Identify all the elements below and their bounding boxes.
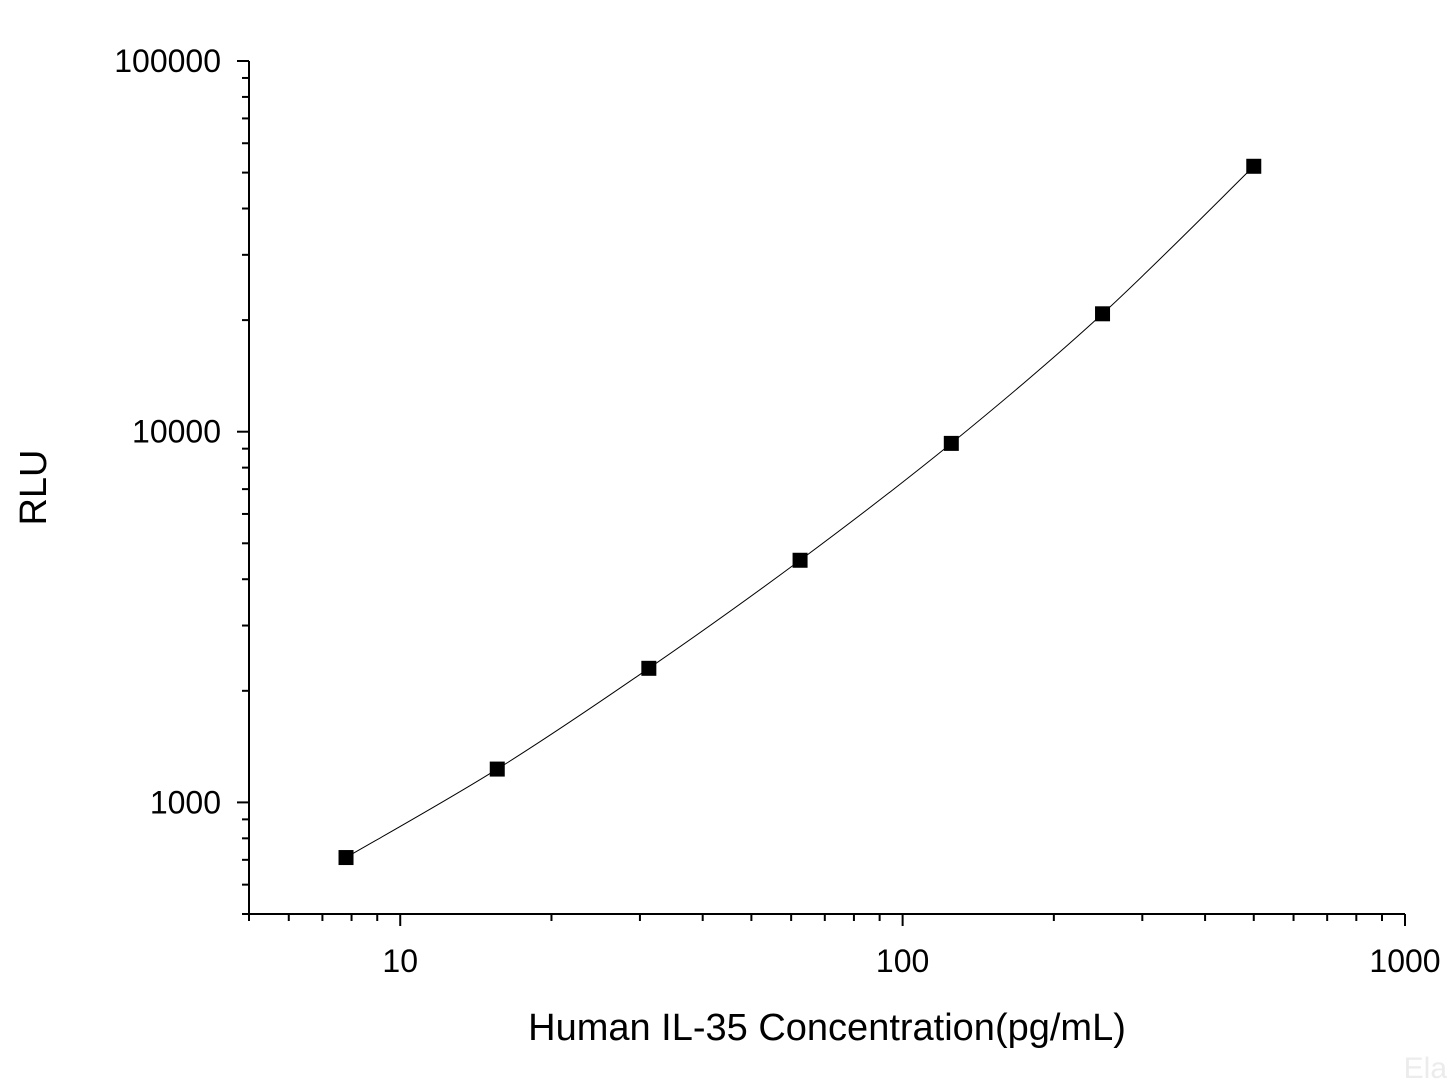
fit-curve <box>345 165 1255 858</box>
data-point <box>943 435 959 451</box>
axes: 10 100 1000 1000 10000 100000 <box>114 43 1440 979</box>
x-tick-label: 100 <box>876 943 929 979</box>
curve-layer <box>345 165 1255 858</box>
x-tick-label: 10 <box>382 943 418 979</box>
x-axis-title: Human IL-35 Concentration(pg/mL) <box>528 1007 1126 1049</box>
x-tick-label: 1000 <box>1369 943 1440 979</box>
watermark: Ela <box>1403 1052 1447 1085</box>
data-point <box>1246 158 1262 174</box>
y-tick-label: 1000 <box>150 784 221 820</box>
data-point <box>792 552 808 568</box>
y-tick-label: 10000 <box>132 414 221 450</box>
data-point <box>1095 306 1111 322</box>
data-point <box>338 850 354 866</box>
data-point <box>641 660 657 676</box>
marks <box>338 158 1262 866</box>
y-tick-label: 100000 <box>114 43 221 79</box>
data-point <box>489 761 505 777</box>
y-axis-title: RLU <box>13 449 55 525</box>
